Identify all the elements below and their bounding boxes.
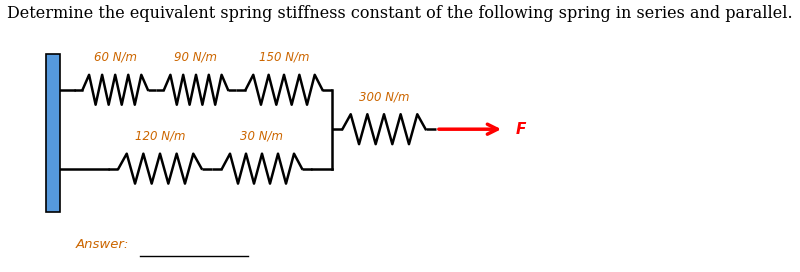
Text: F: F bbox=[516, 122, 526, 137]
Text: Answer:: Answer: bbox=[76, 238, 130, 251]
Text: 90 N/m: 90 N/m bbox=[174, 51, 218, 64]
Text: 60 N/m: 60 N/m bbox=[94, 51, 137, 64]
Text: Determine the equivalent spring stiffness constant of the following spring in se: Determine the equivalent spring stiffnes… bbox=[7, 5, 793, 23]
Text: 120 N/m: 120 N/m bbox=[134, 130, 186, 143]
FancyBboxPatch shape bbox=[46, 54, 60, 212]
Text: 150 N/m: 150 N/m bbox=[258, 51, 310, 64]
Text: 30 N/m: 30 N/m bbox=[241, 130, 283, 143]
Text: 300 N/m: 300 N/m bbox=[358, 90, 410, 103]
